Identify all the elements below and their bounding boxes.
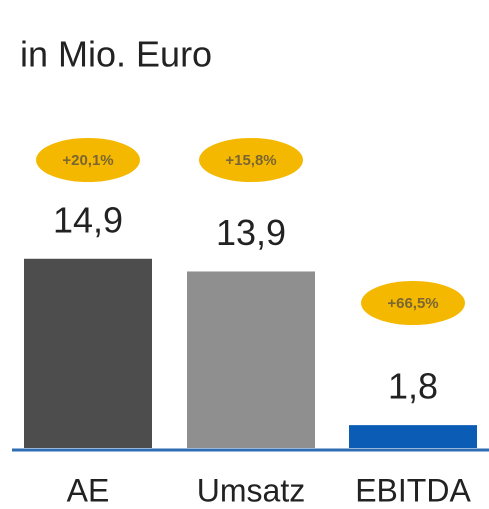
annotation: +66,5% xyxy=(387,295,438,312)
value-label: 1,8 xyxy=(388,366,438,407)
bar xyxy=(349,425,477,448)
bar xyxy=(187,271,315,448)
annotation: +15,8% xyxy=(225,152,276,169)
chart-title: in Mio. Euro xyxy=(20,34,212,75)
value-label: 14,9 xyxy=(53,199,123,240)
value-label: 13,9 xyxy=(216,212,286,253)
x-tick-label: AE xyxy=(67,472,110,508)
bar xyxy=(24,258,152,448)
x-tick-label: EBITDA xyxy=(355,472,471,508)
badge xyxy=(199,138,303,182)
badge xyxy=(361,281,465,325)
annotation: +20,1% xyxy=(62,152,113,169)
x-tick-label: Umsatz xyxy=(197,472,305,508)
badge xyxy=(36,138,140,182)
